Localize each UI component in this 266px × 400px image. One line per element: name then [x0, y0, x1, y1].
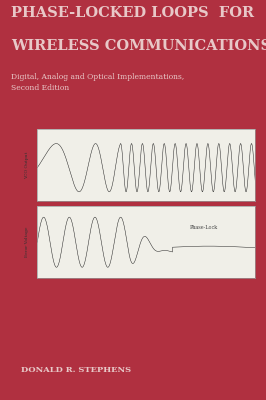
- Text: DONALD R. STEPHENS: DONALD R. STEPHENS: [21, 366, 131, 374]
- Text: Error Voltage: Error Voltage: [26, 227, 30, 258]
- Text: Phase-Lock: Phase-Lock: [190, 225, 218, 230]
- Text: VCO Output: VCO Output: [26, 152, 30, 179]
- Text: PHASE-LOCKED LOOPS  FOR: PHASE-LOCKED LOOPS FOR: [11, 6, 254, 20]
- Text: Digital, Analog and Optical Implementations,
Second Edition: Digital, Analog and Optical Implementati…: [11, 73, 184, 92]
- Text: WIRELESS COMMUNICATIONS: WIRELESS COMMUNICATIONS: [11, 39, 266, 53]
